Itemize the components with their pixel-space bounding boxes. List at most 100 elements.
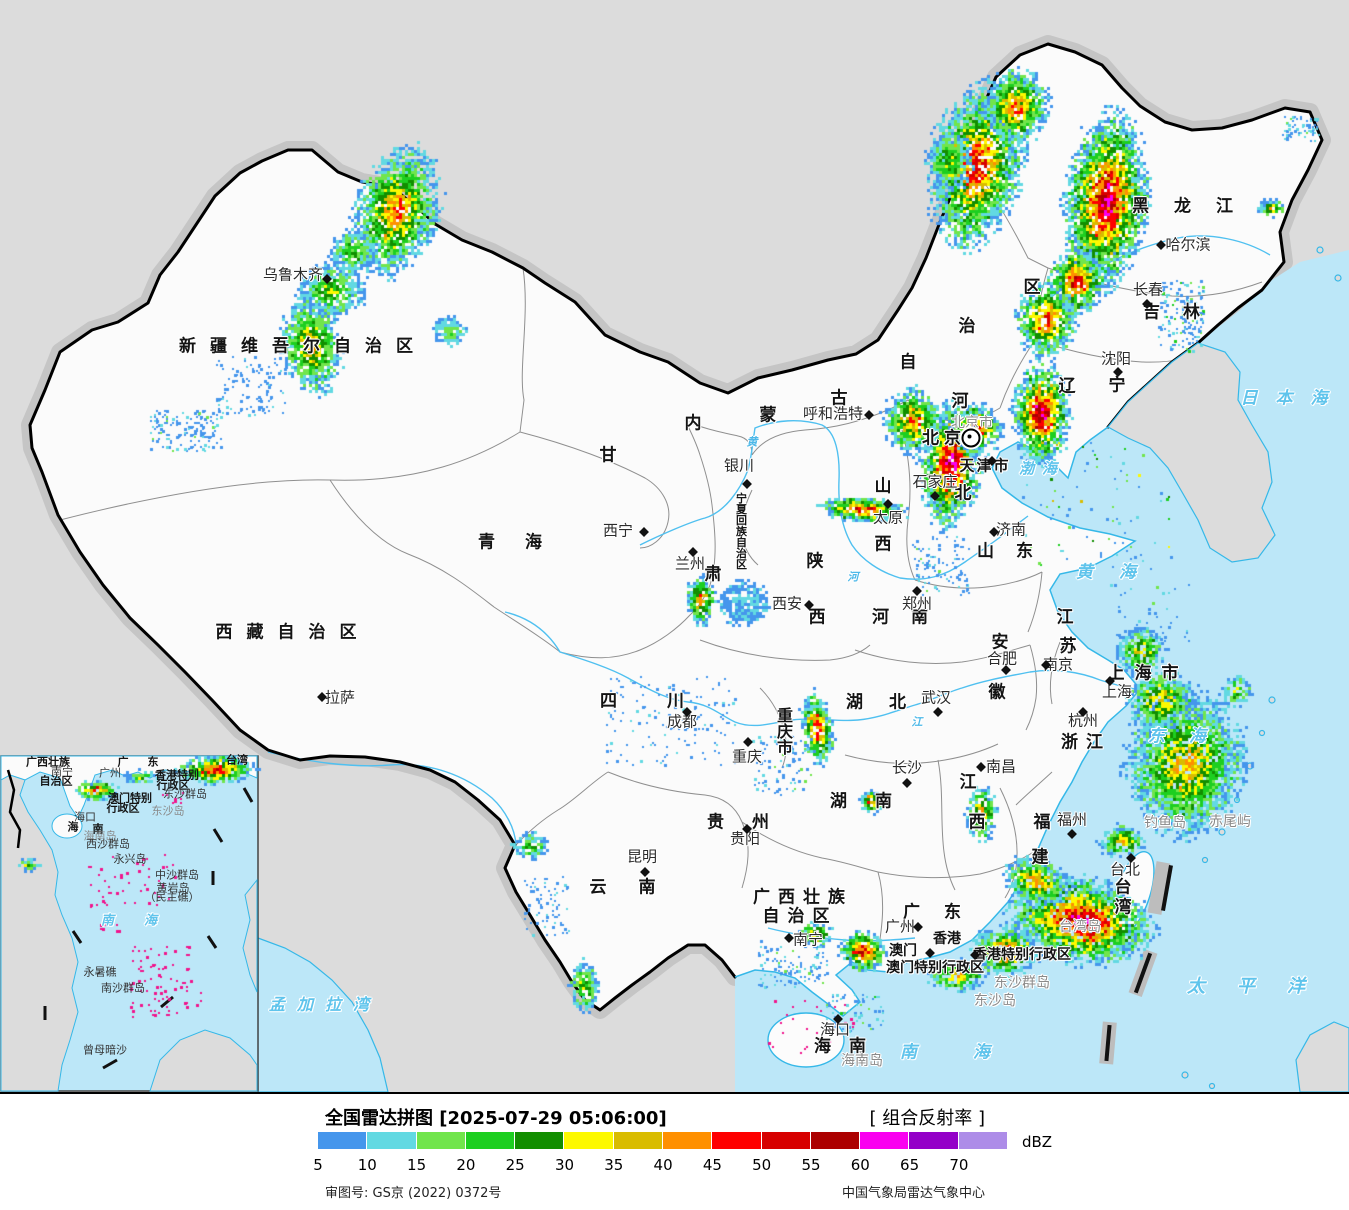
label-haikou: 海口 xyxy=(819,1020,851,1039)
macau-sar-dot xyxy=(925,948,935,958)
capital-symbol-beijing xyxy=(961,428,981,448)
label-i-huangyan: 黄岩岛 xyxy=(156,881,190,895)
label-chengdu: 成都 xyxy=(666,712,698,731)
label-i-hk1: 香港特别 xyxy=(155,768,199,782)
approval-number: 审图号: GS京 (2022) 0372号 xyxy=(325,1186,502,1201)
label-beijing: 北京 xyxy=(922,428,966,449)
label-qinghai: 青海 xyxy=(478,532,572,553)
label-huanghe-he: 河 xyxy=(847,570,859,584)
label-huanghe-huang: 黄 xyxy=(746,435,758,449)
label-wulumuqi: 乌鲁木齐 xyxy=(262,265,324,284)
label-beijing-shi: 北京市 xyxy=(951,415,993,431)
label-shenyang: 沈阳 xyxy=(1100,349,1132,368)
label-jiangsu-jiang: 江 xyxy=(1056,607,1074,628)
city-dot-fuzhou xyxy=(1067,829,1077,839)
label-fuzhou: 福州 xyxy=(1056,810,1088,829)
label-shandong: 山东 xyxy=(977,541,1055,562)
dbz-segment-50 xyxy=(761,1132,810,1149)
tick-20: 20 xyxy=(456,1156,476,1174)
label-jilin: 吉林 xyxy=(1143,302,1223,323)
label-i-guangxi1: 广西壮族 xyxy=(26,755,70,769)
label-i-guang: 广 xyxy=(117,755,129,769)
label-guangxi-line1: 广西壮族 xyxy=(753,887,853,908)
label-jiangsu-su: 苏 xyxy=(1059,636,1077,657)
label-macau: 澳门 xyxy=(889,943,917,959)
label-ribenhai: 日本海 xyxy=(1240,388,1346,409)
label-ningxia: 宁夏回族自治区 xyxy=(734,492,748,570)
label-i-zengmu: 曾母暗沙 xyxy=(83,1043,127,1057)
dbz-segment-30 xyxy=(564,1132,613,1149)
label-xining: 西宁 xyxy=(602,521,634,540)
tick-15: 15 xyxy=(407,1156,427,1174)
label-i-mo2: 行政区 xyxy=(106,801,140,815)
label-lasa: 拉萨 xyxy=(324,688,356,707)
label-changchun: 长春 xyxy=(1132,280,1164,299)
label-taipingyang: 太平洋 xyxy=(1187,976,1337,997)
city-dot-taiyuan xyxy=(883,499,893,509)
label-neimenggu-zhi: 治 xyxy=(958,316,976,337)
tick-25: 25 xyxy=(505,1156,525,1174)
label-neimenggu-nei: 内 xyxy=(684,413,702,434)
label-neimenggu-qu: 区 xyxy=(1023,277,1041,298)
label-nanhai: 南海 xyxy=(900,1042,1046,1063)
tick-30: 30 xyxy=(554,1156,575,1174)
label-mengjialawan: 孟加拉湾 xyxy=(268,995,382,1014)
tick-50: 50 xyxy=(752,1156,772,1174)
tick-65: 65 xyxy=(900,1156,920,1174)
tick-35: 35 xyxy=(604,1156,624,1174)
label-wuhan: 武汉 xyxy=(920,688,952,707)
label-taiyuan: 太原 xyxy=(872,508,904,527)
label-i-haikou: 海口 xyxy=(74,810,96,824)
label-jiangxi-jiang: 江 xyxy=(959,772,977,793)
label-fujian-jian: 建 xyxy=(1031,847,1049,868)
label-i-hai: 海 xyxy=(67,820,79,834)
city-dot-haerbin xyxy=(1156,240,1166,250)
label-i-hk2: 行政区 xyxy=(156,778,190,792)
label-taiwan-tai: 台 xyxy=(1114,877,1132,898)
city-dot-wuhan xyxy=(933,707,943,717)
label-guangxi-line2: 自治区 xyxy=(762,906,838,927)
label-anhui-hui: 徽 xyxy=(988,682,1006,703)
dbz-segment-55 xyxy=(810,1132,860,1149)
label-heilongjiang: 黑龙江 xyxy=(1132,196,1258,217)
label-hongkong: 香港 xyxy=(933,931,961,947)
label-nanning: 南宁 xyxy=(792,930,824,949)
label-hangzhou: 杭州 xyxy=(1067,711,1099,730)
label-dongshadao: 东沙岛 xyxy=(974,993,1016,1009)
label-guangzhou: 广州 xyxy=(884,917,916,936)
city-dot-yinchuan xyxy=(742,479,752,489)
label-yinchuan: 银川 xyxy=(723,456,755,475)
label-i-guangxi2: 自治区 xyxy=(39,774,73,788)
label-i-hainandao: 海南岛 xyxy=(83,829,117,843)
tick-45: 45 xyxy=(702,1156,722,1174)
label-dongshaqundao: 东沙群岛 xyxy=(994,975,1050,991)
dbz-segment-10 xyxy=(367,1132,416,1149)
label-anhui-an: 安 xyxy=(991,632,1009,653)
label-huhehaote: 呼和浩特 xyxy=(802,404,864,423)
city-dot-shijiazhuang xyxy=(930,491,940,501)
label-guangdong: 广东 xyxy=(903,902,985,923)
city-dot-nanchang xyxy=(976,762,986,772)
label-neimenggu-gu: 古 xyxy=(830,388,848,409)
dbz-segment-20 xyxy=(465,1132,515,1149)
label-i-yongshu: 永暑礁 xyxy=(83,965,117,979)
label-i-minzhujiao: （民主礁） xyxy=(144,890,200,904)
label-hunan: 湖南 xyxy=(830,791,920,812)
dbz-segment-15 xyxy=(416,1132,465,1149)
label-chiweiyu: 赤尾屿 xyxy=(1209,814,1251,830)
label-shanxi-shan: 山 xyxy=(874,476,892,497)
map-labels-layer: 新疆维吾尔自治区 西藏自治区 青海甘肃内蒙古自治区黑龙江 吉林辽宁河北北京 天津市山西山… xyxy=(26,196,1346,1068)
label-neimenggu-meng: 蒙 xyxy=(759,405,777,426)
label-sichuan: 四川 xyxy=(600,691,734,712)
label-hefei: 合肥 xyxy=(986,649,1018,668)
tick-5: 5 xyxy=(313,1156,323,1174)
label-huanghai: 黄海 xyxy=(1076,562,1162,583)
label-lanzhou: 兰州 xyxy=(674,554,706,573)
dbz-segment-35 xyxy=(613,1132,662,1149)
dbz-segment-25 xyxy=(515,1132,564,1149)
label-changsha: 长沙 xyxy=(891,758,923,777)
label-i-taiwan: 台湾 xyxy=(226,753,248,767)
label-donghai: 东海 xyxy=(1148,726,1230,747)
dbz-colorbar xyxy=(318,1132,1008,1149)
